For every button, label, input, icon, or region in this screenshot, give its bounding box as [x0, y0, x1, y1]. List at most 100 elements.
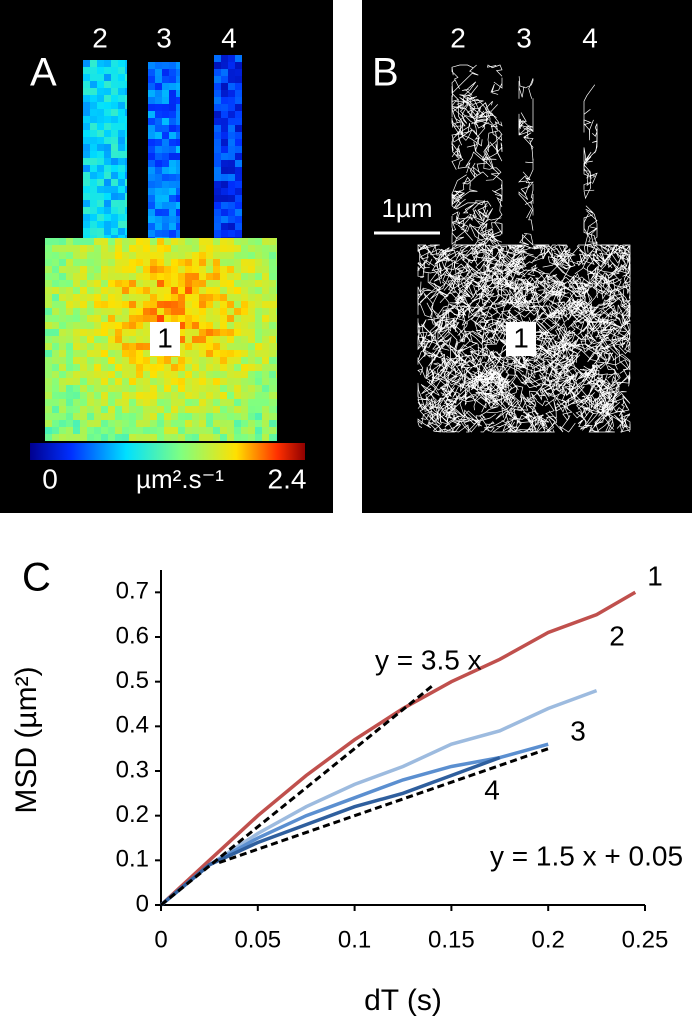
- heat-cell: [45, 245, 52, 252]
- heat-cell: [125, 207, 127, 214]
- trajectory: [542, 384, 564, 398]
- y-axis-title: MSD (µm²): [10, 666, 43, 813]
- heat-cell: [269, 378, 276, 385]
- heat-cell: [169, 139, 176, 146]
- heat-cell: [178, 357, 185, 364]
- heat-cell: [122, 343, 129, 350]
- heat-cell: [213, 245, 220, 252]
- heat-cell: [234, 413, 241, 420]
- trajectory: [451, 190, 466, 203]
- heat-cell: [220, 245, 227, 252]
- heat-cell: [227, 301, 234, 308]
- heat-cell: [178, 308, 185, 315]
- heat-cell: [220, 434, 227, 441]
- heat-cell: [213, 399, 220, 406]
- heat-cell: [59, 357, 66, 364]
- heat-cell: [143, 308, 150, 315]
- heat-cell: [104, 214, 111, 221]
- heat-cell: [143, 315, 150, 322]
- heat-cell: [241, 245, 248, 252]
- heat-cell: [248, 378, 255, 385]
- heat-cell: [214, 55, 221, 62]
- trajectory: [451, 219, 465, 232]
- heat-cell: [94, 434, 101, 441]
- trajectory: [529, 416, 552, 433]
- heat-cell: [94, 287, 101, 294]
- heat-cell: [136, 350, 143, 357]
- heat-cell: [234, 259, 241, 266]
- heat-cell: [45, 392, 52, 399]
- heat-cell: [118, 102, 125, 109]
- heat-cell: [235, 111, 242, 118]
- heat-cell: [241, 238, 248, 245]
- heat-cell: [248, 350, 255, 357]
- heat-cell: [108, 378, 115, 385]
- heat-cell: [129, 315, 136, 322]
- trajectory: [594, 388, 624, 411]
- heat-cell: [185, 399, 192, 406]
- heat-cell: [83, 235, 90, 238]
- heat-cell: [169, 146, 176, 153]
- heat-cell: [221, 216, 228, 223]
- trajectory: [488, 258, 510, 288]
- heat-cell: [111, 123, 118, 130]
- heat-cell: [87, 301, 94, 308]
- heat-cell: [169, 153, 176, 160]
- trajectory: [597, 316, 612, 333]
- heat-cell: [235, 237, 242, 238]
- heat-cell: [59, 273, 66, 280]
- heat-cell: [97, 200, 104, 207]
- trajectory: [454, 244, 490, 262]
- heat-cell: [157, 259, 164, 266]
- trajectory: [462, 292, 488, 324]
- heat-cell: [157, 357, 164, 364]
- heat-cell: [276, 301, 277, 308]
- heat-cell: [66, 413, 73, 420]
- heat-cell: [213, 315, 220, 322]
- trajectory: [542, 300, 568, 320]
- heat-cell: [45, 378, 52, 385]
- heat-cell: [111, 158, 118, 165]
- heat-cell: [248, 315, 255, 322]
- heat-cell: [185, 343, 192, 350]
- heat-cell: [148, 223, 155, 230]
- heat-cell: [66, 273, 73, 280]
- heat-cell: [52, 343, 59, 350]
- trajectory: [553, 252, 566, 266]
- heat-cell: [262, 371, 269, 378]
- heat-cell: [255, 364, 262, 371]
- heat-cell: [176, 188, 180, 195]
- heat-cell: [262, 308, 269, 315]
- trajectory: [474, 228, 493, 246]
- heat-cell: [206, 434, 213, 441]
- heat-cell: [171, 294, 178, 301]
- trajectory: [516, 347, 547, 372]
- heat-cell: [80, 364, 87, 371]
- heat-cell: [192, 413, 199, 420]
- heat-cell: [221, 97, 228, 104]
- heat-cell: [262, 357, 269, 364]
- heat-cell: [162, 111, 169, 118]
- heat-cell: [276, 364, 277, 371]
- heat-cell: [276, 294, 277, 301]
- heat-cell: [220, 259, 227, 266]
- trajectory: [417, 318, 433, 351]
- heat-cell: [155, 111, 162, 118]
- heat-cell: [115, 364, 122, 371]
- heat-cell: [185, 266, 192, 273]
- heat-cell: [87, 392, 94, 399]
- heat-cell: [143, 406, 150, 413]
- heat-cell: [90, 67, 97, 74]
- heat-cell: [111, 186, 118, 193]
- trajectory: [468, 332, 497, 364]
- heat-cell: [94, 413, 101, 420]
- heat-cell: [162, 76, 169, 83]
- heat-cell: [235, 55, 242, 62]
- heat-cell: [192, 357, 199, 364]
- trajectory: [583, 156, 598, 184]
- heat-cell: [45, 336, 52, 343]
- heat-cell: [148, 139, 155, 146]
- panel-label: C: [22, 556, 51, 600]
- heat-cell: [234, 371, 241, 378]
- heat-cell: [136, 287, 143, 294]
